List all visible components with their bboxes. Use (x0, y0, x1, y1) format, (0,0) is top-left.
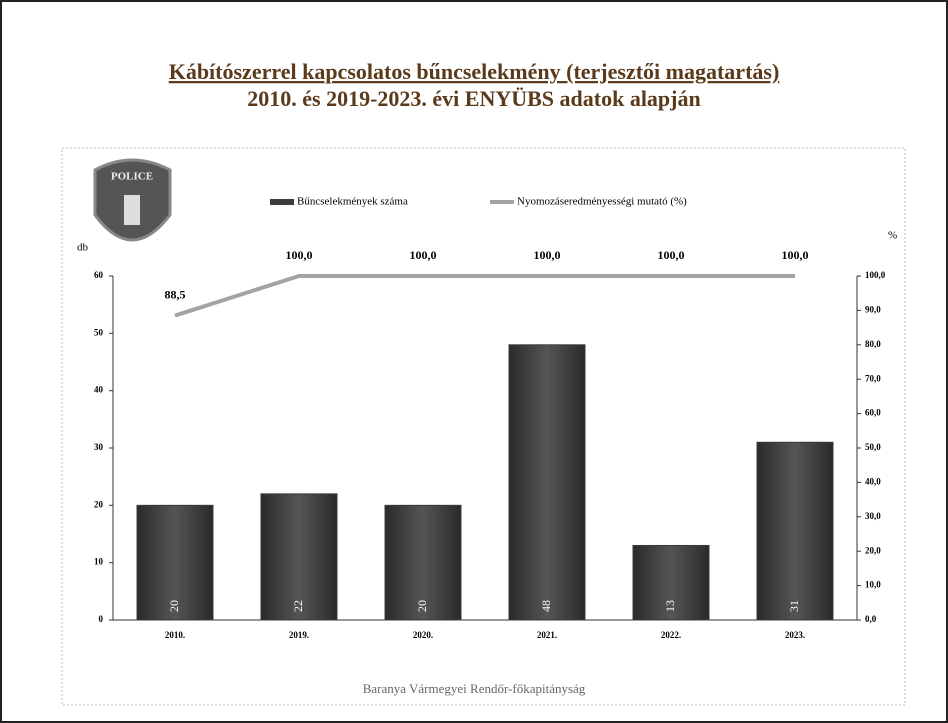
y2-tick-label: 30,0 (865, 511, 881, 521)
y2-tick-label: 100,0 (865, 270, 886, 280)
chart-title: Kábítószerrel kapcsolatos bűncselekmény … (169, 59, 780, 84)
bar-label: 20 (167, 600, 181, 612)
chart-subtitle: 2010. és 2019-2023. évi ENYÜBS adatok al… (247, 86, 700, 111)
y2-tick-label: 0,0 (865, 614, 877, 624)
y-tick-label: 10 (94, 557, 104, 567)
x-tick-label: 2023. (785, 630, 805, 640)
line-label: 88,5 (165, 287, 186, 301)
y-axis-title: db (77, 242, 89, 254)
y2-tick-label: 60,0 (865, 408, 881, 418)
y2-tick-label: 50,0 (865, 442, 881, 452)
chart-area (61, 147, 906, 706)
y2-tick-label: 90,0 (865, 304, 881, 314)
y-tick-label: 20 (94, 499, 104, 509)
y-tick-label: 60 (94, 270, 104, 280)
y-tick-label: 0 (99, 614, 104, 624)
y-tick-label: 50 (94, 327, 104, 337)
line-label: 100,0 (658, 248, 685, 262)
x-tick-label: 2020. (413, 630, 433, 640)
legend-label: Bűncselekmények száma (297, 196, 408, 208)
bar-label: 22 (291, 600, 305, 612)
badge: POLICE (93, 158, 172, 242)
bar (508, 344, 586, 621)
line-label: 100,0 (286, 248, 313, 262)
line (174, 274, 795, 318)
bar (136, 504, 214, 621)
badge-icon (124, 195, 140, 225)
y2-tick-label: 80,0 (865, 339, 881, 349)
bar-label: 48 (539, 600, 553, 612)
y2-tick-label: 40,0 (865, 476, 881, 486)
y2-axis-title: % (888, 230, 897, 242)
bar-label: 20 (415, 600, 429, 612)
line-label: 100,0 (782, 248, 809, 262)
bar (756, 441, 834, 621)
line-label: 100,0 (410, 248, 437, 262)
x-tick-label: 2010. (165, 630, 185, 640)
y2-tick-label: 20,0 (865, 545, 881, 555)
line-label: 100,0 (534, 248, 561, 262)
x-tick-label: 2022. (661, 630, 681, 640)
y-tick-label: 40 (94, 385, 104, 395)
bar (632, 544, 710, 621)
legend-swatch (270, 199, 294, 205)
y2-tick-label: 70,0 (865, 373, 881, 383)
bar (260, 493, 338, 621)
y2-tick-label: 10,0 (865, 580, 881, 590)
x-tick-label: 2021. (537, 630, 557, 640)
y-tick-label: 30 (94, 442, 104, 452)
badge-text: POLICE (111, 171, 153, 183)
legend-label: Nyomozáseredményességi mutató (%) (517, 196, 687, 208)
x-tick-label: 2019. (289, 630, 309, 640)
bar (384, 504, 462, 621)
bar-label: 31 (787, 600, 801, 612)
footer: Baranya Vármegyei Rendőr-főkapitányság (363, 681, 586, 696)
bar-label: 13 (663, 600, 677, 612)
